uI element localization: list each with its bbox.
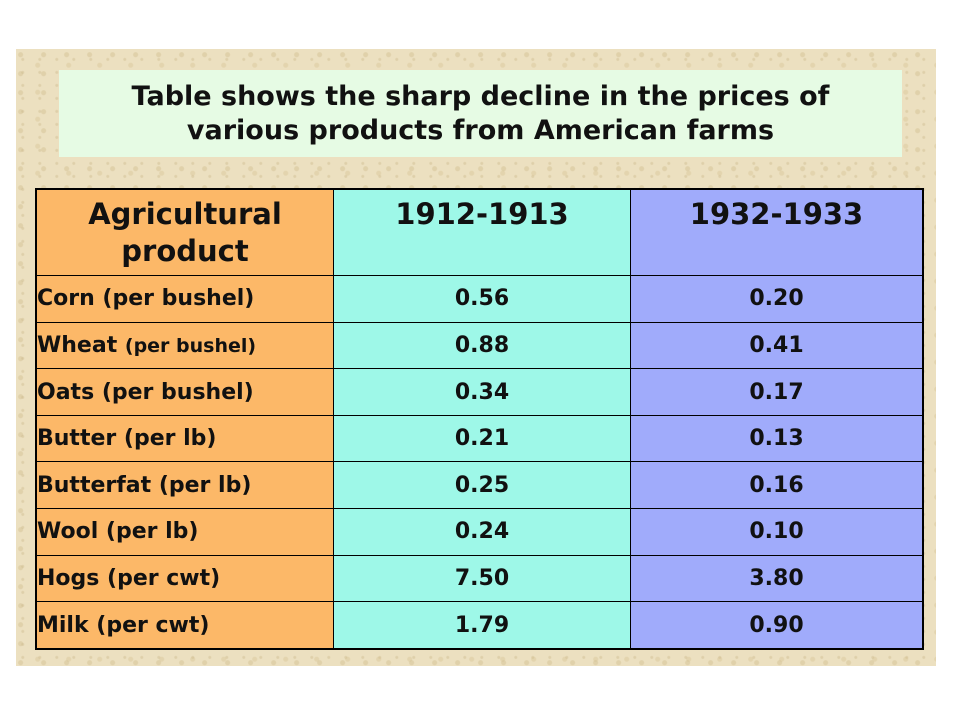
price-1912-cell: 7.50 bbox=[334, 555, 631, 602]
table-row: Corn (per bushel) 0.56 0.20 bbox=[36, 276, 923, 323]
product-name: Wheat bbox=[37, 333, 117, 358]
price-table: Agricultural product 1912-1913 1932-1933… bbox=[35, 188, 924, 650]
table-row: Milk (per cwt) 1.79 0.90 bbox=[36, 602, 923, 649]
product-cell: Wool (per lb) bbox=[36, 509, 334, 556]
product-unit: (per bushel) bbox=[125, 335, 256, 357]
price-1932-cell: 0.10 bbox=[631, 509, 924, 556]
title-line-1: Table shows the sharp decline in the pri… bbox=[132, 80, 830, 114]
product-cell: Butterfat (per lb) bbox=[36, 462, 334, 509]
header-agricultural-product: Agricultural product bbox=[36, 189, 334, 276]
table-row: Butterfat (per lb) 0.25 0.16 bbox=[36, 462, 923, 509]
table-row: Butter (per lb) 0.21 0.13 bbox=[36, 415, 923, 462]
price-1932-cell: 0.41 bbox=[631, 322, 924, 369]
table-row: Oats (per bushel) 0.34 0.17 bbox=[36, 369, 923, 416]
header-period-1912-1913: 1912-1913 bbox=[334, 189, 631, 276]
table-row: Wheat (per bushel) 0.88 0.41 bbox=[36, 322, 923, 369]
price-1932-cell: 0.13 bbox=[631, 415, 924, 462]
price-1912-cell: 1.79 bbox=[334, 602, 631, 649]
table-row: Wool (per lb) 0.24 0.10 bbox=[36, 509, 923, 556]
price-1932-cell: 3.80 bbox=[631, 555, 924, 602]
price-1932-cell: 0.16 bbox=[631, 462, 924, 509]
price-1912-cell: 0.24 bbox=[334, 509, 631, 556]
price-1912-cell: 0.88 bbox=[334, 322, 631, 369]
price-1912-cell: 0.56 bbox=[334, 276, 631, 323]
header-period-1932-1933: 1932-1933 bbox=[631, 189, 924, 276]
product-cell: Corn (per bushel) bbox=[36, 276, 334, 323]
price-1932-cell: 0.20 bbox=[631, 276, 924, 323]
slide-title: Table shows the sharp decline in the pri… bbox=[59, 70, 902, 157]
header-product-line-1: Agricultural bbox=[88, 197, 282, 231]
slide-background: Table shows the sharp decline in the pri… bbox=[16, 49, 936, 666]
title-line-2: various products from American farms bbox=[187, 114, 774, 148]
price-1932-cell: 0.17 bbox=[631, 369, 924, 416]
header-product-line-2: product bbox=[121, 234, 248, 268]
price-1912-cell: 0.25 bbox=[334, 462, 631, 509]
price-1912-cell: 0.21 bbox=[334, 415, 631, 462]
product-cell: Butter (per lb) bbox=[36, 415, 334, 462]
table-row: Hogs (per cwt) 7.50 3.80 bbox=[36, 555, 923, 602]
product-cell: Milk (per cwt) bbox=[36, 602, 334, 649]
table-header-row: Agricultural product 1912-1913 1932-1933 bbox=[36, 189, 923, 276]
price-1912-cell: 0.34 bbox=[334, 369, 631, 416]
price-1932-cell: 0.90 bbox=[631, 602, 924, 649]
product-cell: Wheat (per bushel) bbox=[36, 322, 334, 369]
product-cell: Oats (per bushel) bbox=[36, 369, 334, 416]
product-cell: Hogs (per cwt) bbox=[36, 555, 334, 602]
